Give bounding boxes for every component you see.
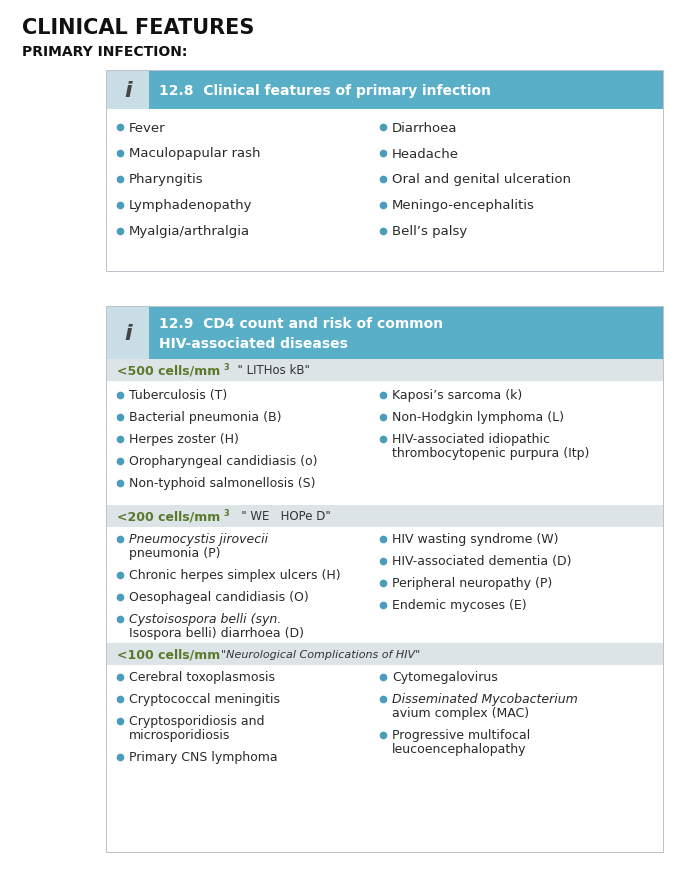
Text: Cytomegalovirus: Cytomegalovirus xyxy=(392,671,498,684)
Text: <500 cells/mm: <500 cells/mm xyxy=(117,364,220,377)
Text: Meningo-encephalitis: Meningo-encephalitis xyxy=(392,199,535,212)
Text: Fever: Fever xyxy=(129,121,166,134)
Bar xyxy=(107,72,149,110)
Text: Bacterial pneumonia (B): Bacterial pneumonia (B) xyxy=(129,411,282,424)
Text: Endemic mycoses (E): Endemic mycoses (E) xyxy=(392,599,526,612)
Bar xyxy=(107,506,663,528)
Text: leucoencephalopathy: leucoencephalopathy xyxy=(392,743,526,756)
Text: Chronic herpes simplex ulcers (H): Chronic herpes simplex ulcers (H) xyxy=(129,569,341,582)
Text: Peripheral neuropathy (P): Peripheral neuropathy (P) xyxy=(392,577,552,590)
Bar xyxy=(107,307,663,360)
Text: Cerebral toxoplasmosis: Cerebral toxoplasmosis xyxy=(129,671,275,684)
Bar xyxy=(107,360,663,382)
Text: Bell’s palsy: Bell’s palsy xyxy=(392,226,467,238)
Text: Headache: Headache xyxy=(392,148,459,161)
Text: " WE   HOPe D": " WE HOPe D" xyxy=(230,510,330,523)
Text: Pharyngitis: Pharyngitis xyxy=(129,173,203,186)
Text: avium complex (MAC): avium complex (MAC) xyxy=(392,707,529,720)
Text: Progressive multifocal: Progressive multifocal xyxy=(392,729,530,742)
Bar xyxy=(107,307,149,360)
Text: HIV-associated dementia (D): HIV-associated dementia (D) xyxy=(392,555,571,568)
Text: Primary CNS lymphoma: Primary CNS lymphoma xyxy=(129,751,277,764)
Text: 12.9  CD4 count and risk of common: 12.9 CD4 count and risk of common xyxy=(159,317,443,331)
Bar xyxy=(107,72,663,110)
Text: Cryptosporidiosis and: Cryptosporidiosis and xyxy=(129,715,265,728)
Text: 3: 3 xyxy=(223,362,228,371)
Text: HIV-associated idiopathic: HIV-associated idiopathic xyxy=(392,433,550,446)
Text: Myalgia/arthralgia: Myalgia/arthralgia xyxy=(129,226,250,238)
Text: Kaposi’s sarcoma (k): Kaposi’s sarcoma (k) xyxy=(392,389,522,402)
Text: " LITHos kB": " LITHos kB" xyxy=(230,364,310,377)
Text: HIV-associated diseases: HIV-associated diseases xyxy=(159,336,348,350)
Text: Lymphadenopathy: Lymphadenopathy xyxy=(129,199,252,212)
Text: Oropharyngeal candidiasis (o): Oropharyngeal candidiasis (o) xyxy=(129,455,318,468)
Text: Oral and genital ulceration: Oral and genital ulceration xyxy=(392,173,571,186)
Text: "Neurological Complications of HIV": "Neurological Complications of HIV" xyxy=(214,649,420,659)
Text: Non-typhoid salmonellosis (S): Non-typhoid salmonellosis (S) xyxy=(129,477,316,490)
Text: microsporidiosis: microsporidiosis xyxy=(129,729,231,742)
Text: Herpes zoster (H): Herpes zoster (H) xyxy=(129,433,239,446)
Text: Isospora belli) diarrhoea (D): Isospora belli) diarrhoea (D) xyxy=(129,627,304,640)
Text: Tuberculosis (T): Tuberculosis (T) xyxy=(129,389,227,402)
Text: HIV wasting syndrome (W): HIV wasting syndrome (W) xyxy=(392,533,558,546)
Text: Non-Hodgkin lymphoma (L): Non-Hodgkin lymphoma (L) xyxy=(392,411,564,424)
Bar xyxy=(107,307,663,852)
Text: Cryptococcal meningitis: Cryptococcal meningitis xyxy=(129,693,280,706)
Text: CLINICAL FEATURES: CLINICAL FEATURES xyxy=(22,18,254,38)
Text: Maculopapular rash: Maculopapular rash xyxy=(129,148,260,161)
Text: pneumonia (P): pneumonia (P) xyxy=(129,547,220,560)
Text: <200 cells/mm: <200 cells/mm xyxy=(117,510,220,523)
Text: Disseminated Mycobacterium: Disseminated Mycobacterium xyxy=(392,693,578,706)
Bar xyxy=(107,644,663,666)
Text: 3: 3 xyxy=(223,507,228,517)
Bar xyxy=(107,72,663,271)
Text: i: i xyxy=(124,324,132,343)
Text: <100 cells/mm: <100 cells/mm xyxy=(117,648,220,661)
Text: Pneumocystis jirovecii: Pneumocystis jirovecii xyxy=(129,533,268,546)
Text: 12.8  Clinical features of primary infection: 12.8 Clinical features of primary infect… xyxy=(159,84,491,97)
Text: i: i xyxy=(124,81,132,101)
Text: Oesophageal candidiasis (O): Oesophageal candidiasis (O) xyxy=(129,591,309,604)
Text: Cystoisospora belli (syn.: Cystoisospora belli (syn. xyxy=(129,613,282,626)
Text: Diarrhoea: Diarrhoea xyxy=(392,121,458,134)
Text: PRIMARY INFECTION:: PRIMARY INFECTION: xyxy=(22,45,188,59)
Bar xyxy=(107,110,663,271)
Bar xyxy=(107,360,663,852)
Text: thrombocytopenic purpura (Itp): thrombocytopenic purpura (Itp) xyxy=(392,447,590,460)
